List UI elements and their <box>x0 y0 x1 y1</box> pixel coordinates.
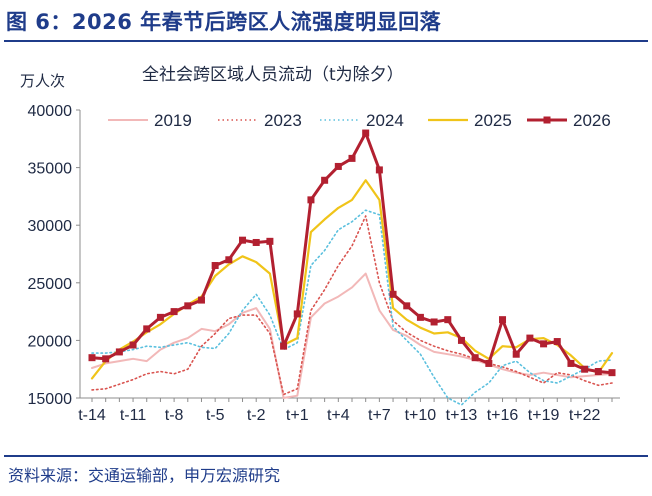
data-point-2026 <box>581 365 589 373</box>
y-tick-label: 30000 <box>28 218 73 235</box>
x-tick-label: t+7 <box>368 407 391 424</box>
legend-label-2023: 2023 <box>264 111 302 130</box>
x-tick-label: t-5 <box>206 407 225 424</box>
y-tick-label: 25000 <box>28 276 73 293</box>
x-tick-label: t+16 <box>487 407 519 424</box>
legend-label-2024: 2024 <box>366 111 404 130</box>
data-point-2026 <box>88 354 96 362</box>
data-point-2026 <box>307 196 315 204</box>
x-tick-label: t+4 <box>327 407 350 424</box>
data-point-2026 <box>567 359 575 367</box>
x-tick-label: t+1 <box>286 407 309 424</box>
source-rule <box>4 455 648 457</box>
series-line-2019 <box>91 272 613 399</box>
data-point-2026 <box>389 290 397 298</box>
x-tick-label: t-11 <box>120 407 146 424</box>
data-point-2026 <box>293 310 301 318</box>
data-point-2026 <box>416 313 424 321</box>
data-point-2026 <box>334 162 342 170</box>
y-tick-label: 15000 <box>28 391 73 408</box>
data-point-2026 <box>252 238 260 246</box>
data-point-2026 <box>280 342 288 350</box>
x-tick-label: t+10 <box>405 407 437 424</box>
x-tick-label: t+22 <box>569 407 601 424</box>
data-point-2026 <box>170 308 178 316</box>
data-point-2026 <box>553 338 561 346</box>
x-tick-label: t-8 <box>165 407 184 424</box>
data-point-2026 <box>225 256 233 264</box>
data-point-2026 <box>444 316 452 324</box>
y-tick-label: 40000 <box>28 103 73 120</box>
series-line-2023 <box>91 215 613 396</box>
source-note: 资料来源：交通运输部，申万宏源研究 <box>8 466 281 485</box>
data-point-2026 <box>471 354 479 362</box>
y-tick-label: 20000 <box>28 333 73 350</box>
y-tick-label: 35000 <box>28 161 73 178</box>
legend-label-2019: 2019 <box>154 111 192 130</box>
legend: 2019 2023 2024 2025 2026 <box>108 111 611 130</box>
data-point-2026 <box>115 348 123 356</box>
series-layer <box>88 129 616 406</box>
x-tick-label: t-2 <box>247 407 266 424</box>
data-point-2026 <box>594 368 602 376</box>
data-point-2026 <box>526 334 534 342</box>
data-point-2026 <box>362 129 370 137</box>
data-point-2026 <box>266 237 274 245</box>
data-point-2026 <box>129 341 137 349</box>
x-tick-label: t+19 <box>528 407 560 424</box>
y-axis: 15000 20000 25000 30000 35000 40000 <box>28 103 80 408</box>
data-point-2026 <box>499 316 507 324</box>
data-point-2026 <box>375 166 383 174</box>
data-point-2026 <box>211 262 219 270</box>
data-point-2026 <box>321 176 329 184</box>
series-line-2026 <box>90 131 614 375</box>
chart-title: 全社会跨区域人员流动（t为除夕） <box>142 65 404 85</box>
series-line-2024 <box>91 209 613 406</box>
data-point-2026 <box>156 313 164 321</box>
data-point-2026 <box>239 236 247 244</box>
data-point-2026 <box>348 154 356 162</box>
x-tick-label: t+13 <box>446 407 478 424</box>
data-point-2026 <box>184 302 192 310</box>
data-point-2026 <box>512 350 520 358</box>
y-axis-unit-label: 万人次 <box>20 72 65 90</box>
series-line-2025 <box>90 179 614 380</box>
legend-marker-2026 <box>543 116 551 124</box>
legend-label-2025: 2025 <box>474 111 512 130</box>
title-rule <box>4 40 648 42</box>
figure-title: 图 6：2026 年春节后跨区人流强度明显回落 <box>6 10 442 34</box>
data-point-2026 <box>102 355 110 363</box>
data-point-2026 <box>197 296 205 304</box>
data-point-2026 <box>608 369 616 377</box>
data-point-2026 <box>540 340 548 348</box>
plot-frame <box>79 110 620 399</box>
legend-label-2026: 2026 <box>573 111 611 130</box>
x-axis: t-14 t-11 t-8 t-5 t-2 t+1 t+4 t+7 t+10 t+13 t+16 t+… <box>78 398 613 424</box>
x-tick-label: t-14 <box>78 407 106 424</box>
data-point-2026 <box>430 318 438 326</box>
data-point-2026 <box>143 325 151 333</box>
data-point-2026 <box>457 336 465 344</box>
data-point-2026 <box>403 302 411 310</box>
data-point-2026 <box>485 359 493 367</box>
